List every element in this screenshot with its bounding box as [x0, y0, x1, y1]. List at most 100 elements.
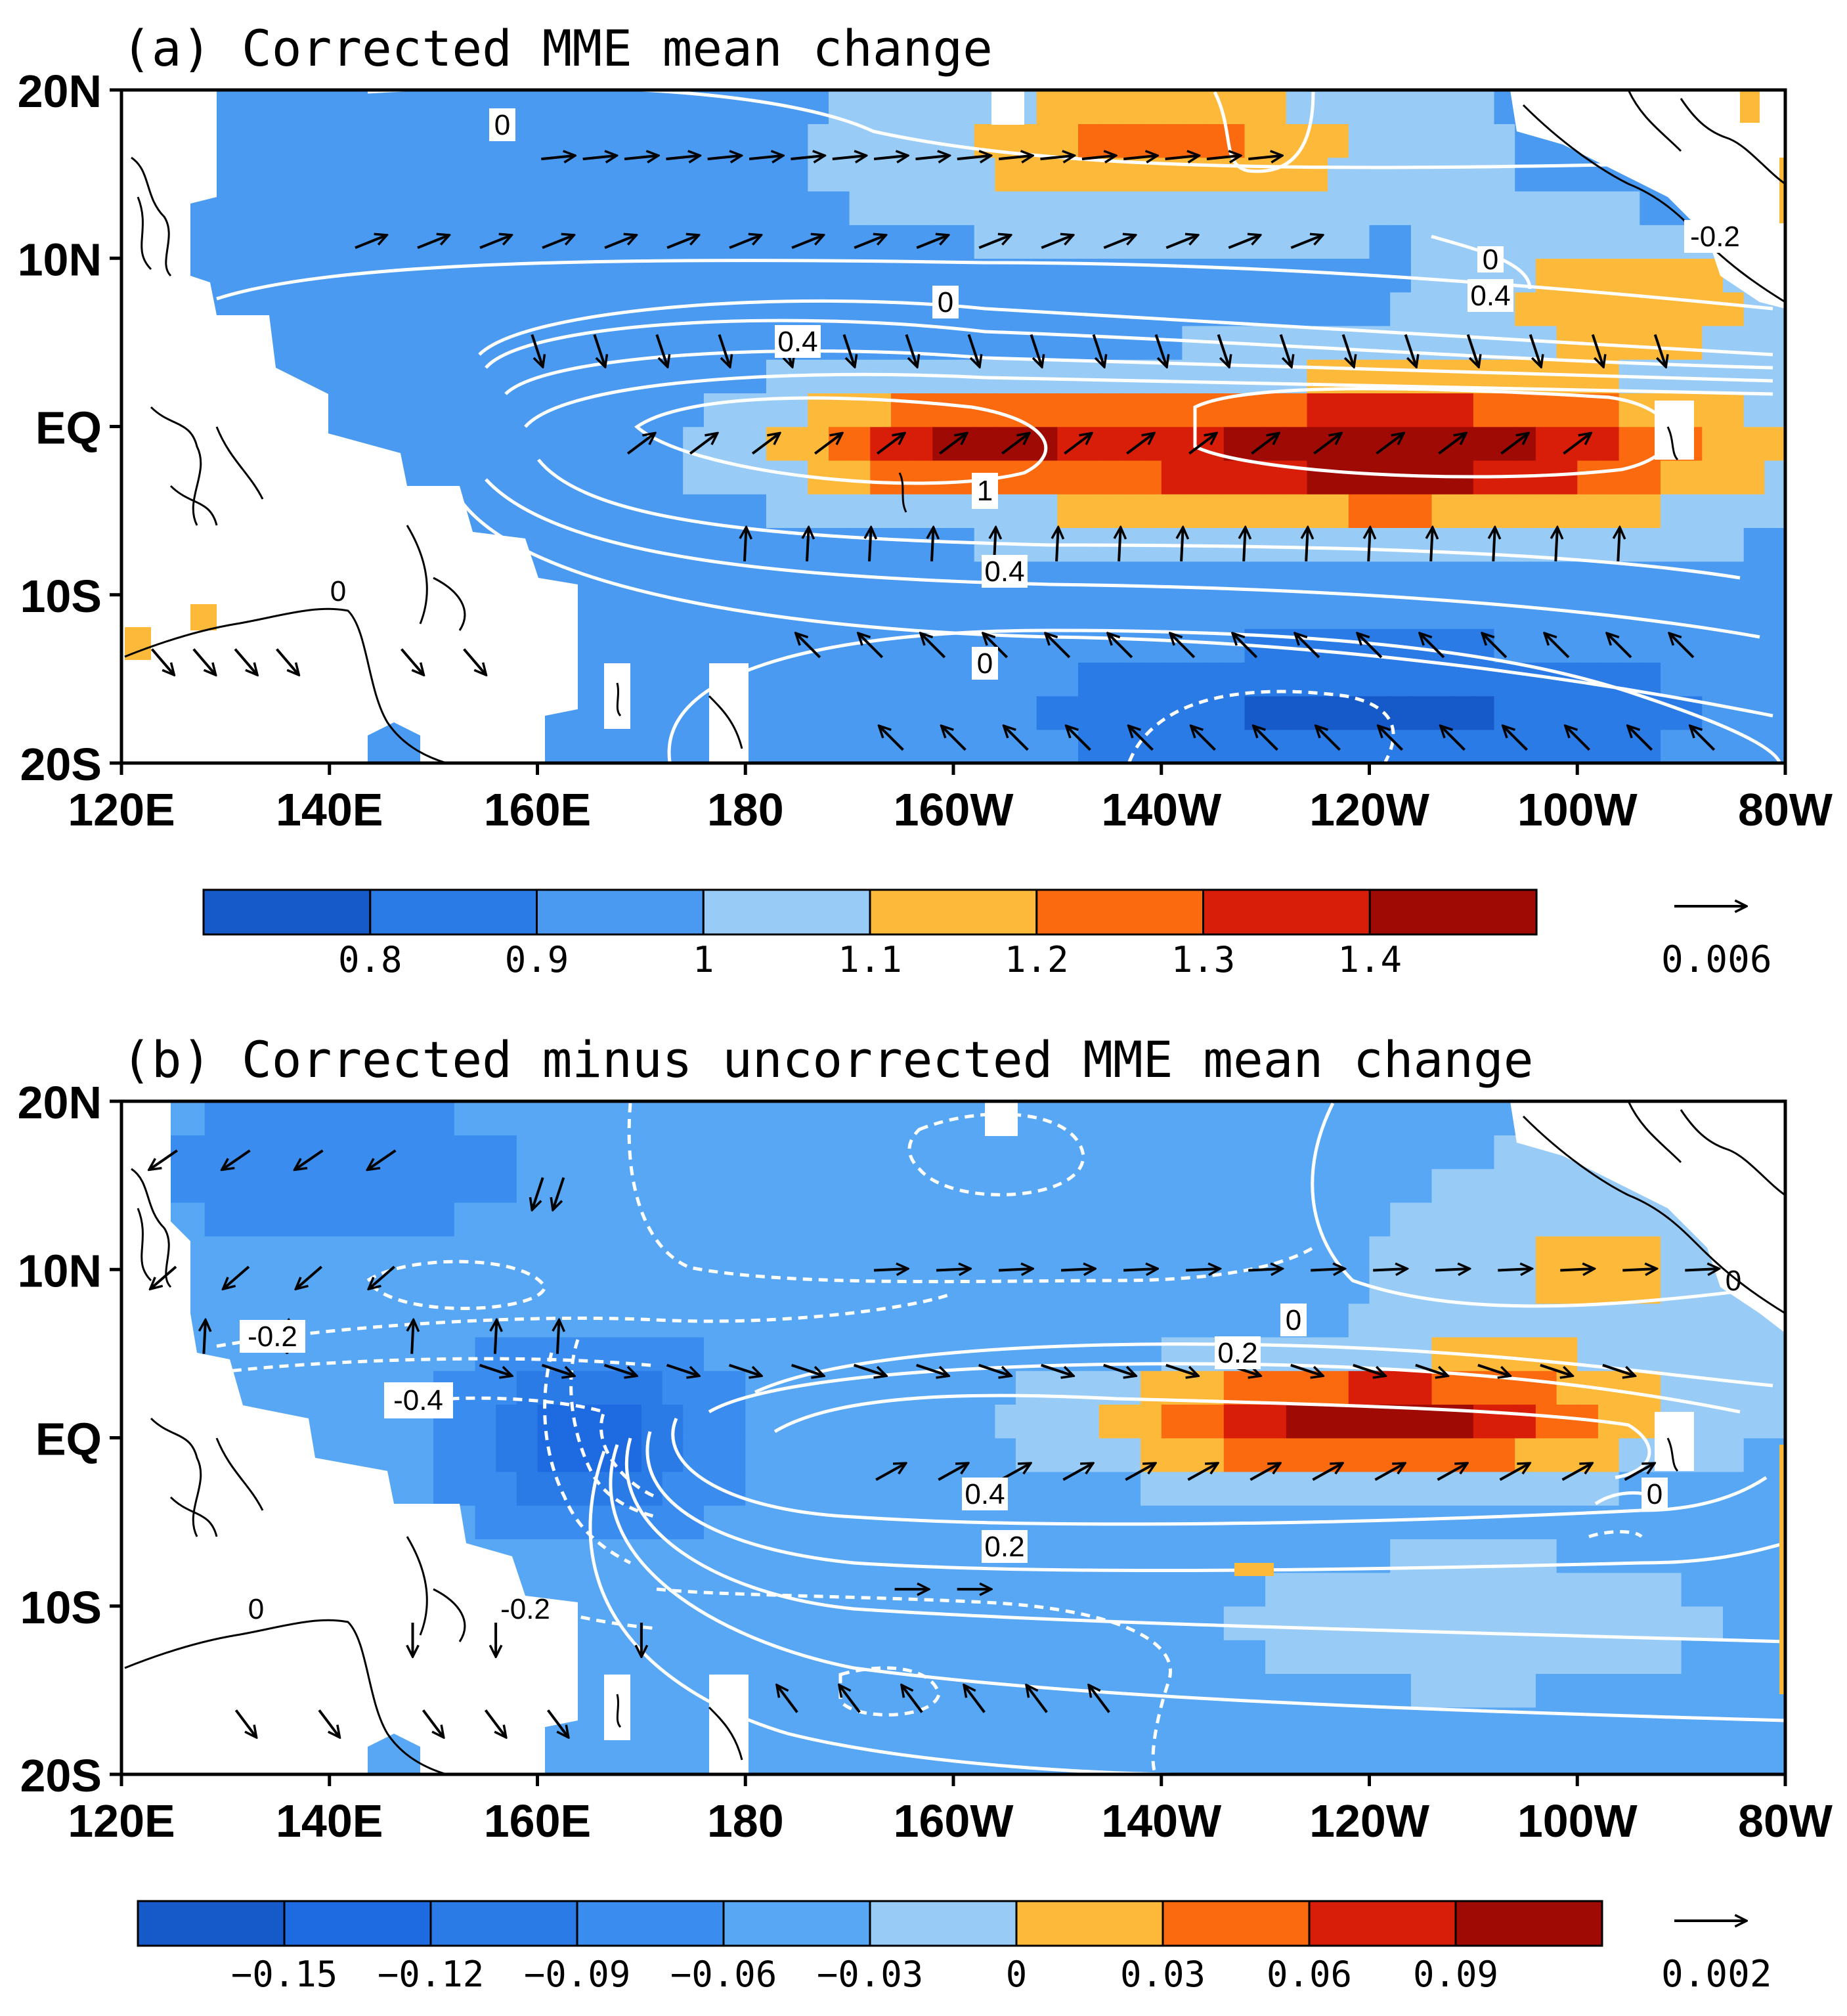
field-cell: [974, 190, 996, 225]
field-cell: [1265, 1236, 1287, 1270]
field-cell: [1348, 1740, 1370, 1774]
wind-vector: [666, 1363, 699, 1376]
field-cell: [1036, 1539, 1058, 1573]
field-cell: [1307, 157, 1328, 192]
wind-vector: [916, 235, 948, 250]
colorbar-swatch: [536, 888, 705, 936]
field-cell: [953, 1640, 975, 1674]
field-cell: [891, 1269, 913, 1304]
field-cell: [1619, 1303, 1641, 1338]
field-cell: [371, 1236, 393, 1270]
field-cell: [911, 1101, 934, 1135]
field-cell: [1307, 1437, 1328, 1472]
field-cell: [1369, 90, 1391, 124]
colorbar-swatch: [137, 1900, 286, 1947]
field-cell: [1661, 225, 1682, 259]
field-cell: [558, 1202, 580, 1237]
field-cell: [412, 325, 434, 360]
wind-vector: [839, 1685, 861, 1713]
field-cell: [475, 1168, 496, 1203]
field-cell: [350, 1370, 372, 1405]
field-cell: [578, 662, 601, 697]
field-cell: [787, 426, 809, 461]
field-cell: [1515, 225, 1536, 259]
wind-vector: [1431, 527, 1433, 561]
field-cell: [808, 695, 829, 730]
field-cell: [1723, 594, 1745, 629]
field-cell: [829, 729, 850, 763]
field-cell: [1661, 1303, 1682, 1338]
field-cell: [1203, 1471, 1225, 1506]
field-cell: [641, 628, 663, 663]
field-cell: [1286, 1707, 1308, 1742]
field-cell: [1078, 628, 1100, 663]
colorbar-swatch: [202, 888, 372, 936]
field-cell: [267, 292, 289, 326]
wind-vector: [1565, 726, 1591, 751]
panel-b-orange-patches: [1234, 1445, 1785, 1694]
field-cell: [329, 190, 351, 225]
field-cell: [1203, 1202, 1225, 1237]
wind-vector: [942, 726, 967, 751]
field-cell: [787, 1303, 809, 1338]
wind-vector: [921, 633, 946, 659]
field-cell: [1182, 1740, 1204, 1774]
wind-vector: [1232, 633, 1258, 659]
field-cell: [870, 123, 892, 158]
wind-vector: [149, 1149, 178, 1170]
field-cell: [1036, 1135, 1058, 1170]
field-cell: [1597, 527, 1620, 562]
field-cell: [662, 1135, 684, 1170]
field-cell: [1369, 594, 1391, 629]
field-cell: [1619, 1370, 1641, 1405]
field-cell: [1681, 460, 1703, 494]
field-cell: [1119, 190, 1141, 225]
field-cell: [932, 393, 954, 427]
field-cell: [1556, 460, 1578, 494]
field-cell: [1244, 1707, 1266, 1742]
field-cell: [578, 1707, 601, 1742]
field-cell: [1556, 494, 1578, 528]
field-cell: [1535, 1572, 1557, 1607]
field-cell: [891, 1236, 913, 1270]
field-cell: [1431, 1437, 1453, 1472]
field-cell: [1764, 359, 1785, 393]
field-cell: [1640, 1572, 1661, 1607]
field-cell: [309, 1236, 330, 1270]
field-cell: [1515, 292, 1536, 326]
field-cell: [454, 1269, 476, 1304]
field-cell: [1369, 494, 1391, 528]
field-cell: [1390, 1673, 1412, 1708]
field-cell: [516, 225, 538, 259]
wind-vector: [541, 156, 575, 159]
field-cell: [620, 460, 642, 494]
field-cell: [891, 1471, 913, 1506]
field-cell: [1410, 1471, 1433, 1506]
field-cell: [1141, 1572, 1162, 1607]
field-cell: [1078, 1471, 1100, 1506]
field-cell: [578, 1740, 601, 1774]
field-cell: [808, 1471, 829, 1506]
field-cell: [1098, 729, 1121, 763]
field-cell: [1723, 426, 1745, 461]
field-cell: [1328, 527, 1349, 562]
field-cell: [496, 1471, 517, 1506]
field-cell: [1702, 527, 1724, 562]
field-cell: [1286, 190, 1308, 225]
field-cell: [1265, 1404, 1287, 1439]
field-cell: [1203, 123, 1225, 158]
panel-b-reference-vector: 0.002: [1661, 1921, 1772, 1996]
field-cell: [1410, 1202, 1433, 1237]
field-cell: [766, 1135, 788, 1170]
field-cell: [1098, 1707, 1121, 1742]
field-cell: [1577, 1168, 1599, 1203]
field-cell: [891, 90, 913, 124]
field-cell: [558, 225, 580, 259]
field-cell: [1619, 1539, 1641, 1573]
field-cell: [329, 359, 351, 393]
field-cell: [433, 90, 455, 124]
field-cell: [974, 1135, 996, 1170]
field-cell: [911, 695, 934, 730]
field-cell: [1016, 1236, 1037, 1270]
field-cell: [1640, 594, 1661, 629]
